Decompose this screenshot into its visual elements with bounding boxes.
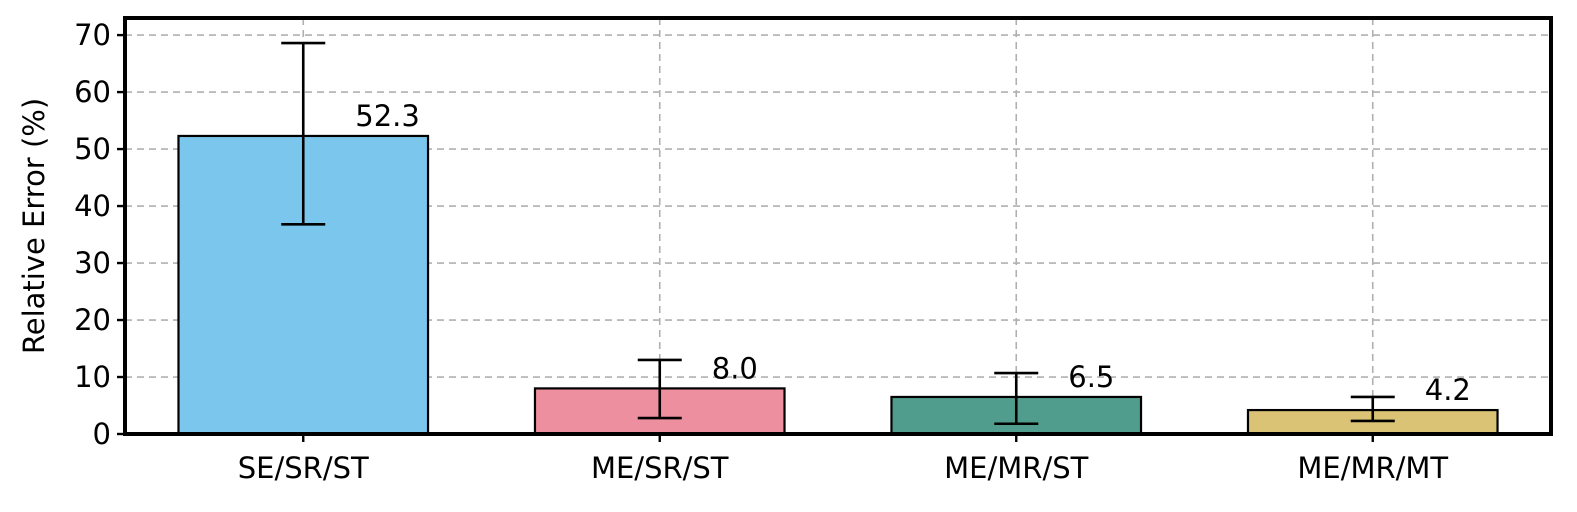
y-tick-label: 0: [93, 417, 111, 451]
error-bar-layer: [281, 41, 1395, 426]
y-tick-label: 20: [74, 303, 111, 337]
value-label-layer: 52.3 8.0 6.5 4.2: [355, 99, 1471, 407]
x-tick-label: ME/MR/MT: [1297, 451, 1448, 485]
plot-frame: [123, 16, 1553, 436]
y-tick-label: 70: [74, 18, 111, 52]
bar-value-label: 6.5: [1068, 360, 1114, 394]
x-tick-label: ME/SR/ST: [591, 451, 729, 485]
y-axis-ticks: 0 10 20 30 40 50 60 70: [74, 18, 125, 451]
bar-value-label: 4.2: [1425, 373, 1471, 407]
x-tick-label: ME/MR/ST: [944, 451, 1088, 485]
y-axis-label: Relative Error (%): [17, 98, 51, 354]
x-tick-label: SE/SR/ST: [238, 451, 369, 485]
bar-layer: [177, 134, 1499, 436]
bar-value-label: 52.3: [355, 99, 420, 133]
x-axis-ticks: SE/SR/ST ME/SR/ST ME/MR/ST ME/MR/MT: [238, 434, 1448, 485]
y-tick-label: 10: [74, 360, 111, 394]
y-tick-label: 30: [74, 246, 111, 280]
y-tick-label: 50: [74, 132, 111, 166]
y-tick-label: 40: [74, 189, 111, 223]
bar-value-label: 8.0: [712, 351, 758, 385]
y-tick-label: 60: [74, 75, 111, 109]
